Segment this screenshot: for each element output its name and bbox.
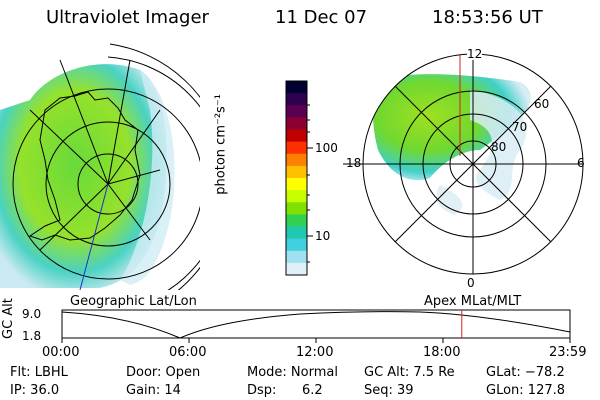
coastline bbox=[28, 91, 141, 241]
glat-readout: GLat: −78.2 bbox=[486, 365, 565, 380]
app-title: Ultraviolet Imager bbox=[46, 7, 209, 28]
colorbar-segment bbox=[286, 262, 307, 276]
colorbar-segment bbox=[286, 226, 307, 240]
colorbar-segment bbox=[286, 190, 307, 203]
colorbar-tick-label: 10 bbox=[315, 229, 331, 243]
mlt-label-6: 6 bbox=[577, 156, 585, 170]
colorbar-segment bbox=[286, 178, 307, 191]
left-glow-halo bbox=[120, 70, 175, 285]
colorbar bbox=[286, 81, 307, 276]
apex-caption: Apex MLat/MLT bbox=[424, 294, 522, 309]
colorbar-tick-label: 100 bbox=[315, 141, 338, 155]
gc-alt-readout: GC Alt: 7.5 Re bbox=[364, 365, 455, 380]
colorbar-segment bbox=[286, 105, 307, 118]
geographic-caption: Geographic Lat/Lon bbox=[70, 294, 197, 309]
mlat-label-70: 70 bbox=[512, 120, 528, 134]
geographic-map bbox=[0, 43, 200, 290]
colorbar-segment bbox=[286, 129, 307, 143]
geo-lat-arc bbox=[107, 56, 200, 290]
mlat-label-80: 80 bbox=[491, 140, 507, 154]
door-readout: Door: Open bbox=[126, 365, 201, 380]
colorbar-segment bbox=[286, 153, 307, 167]
geo-meridian bbox=[107, 169, 161, 185]
ip-readout: IP: 36.0 bbox=[10, 383, 60, 398]
timeline-ytick: 9.0 bbox=[22, 307, 42, 321]
mode-readout: Mode: Normal bbox=[247, 365, 338, 380]
colorbar-segment bbox=[286, 214, 307, 227]
geo-meridian bbox=[59, 59, 109, 185]
gain-readout: Gain: 14 bbox=[126, 383, 181, 398]
timeline-ytick: 1.8 bbox=[22, 329, 42, 343]
colorbar-segment bbox=[286, 250, 307, 264]
colorbar-segment bbox=[286, 93, 307, 106]
geo-meridian bbox=[107, 183, 151, 241]
orbit-timeline bbox=[61, 309, 571, 343]
colorbar-frame bbox=[285, 80, 308, 276]
timeline-xtick: 12:00 bbox=[296, 345, 334, 360]
dsp-label: Dsp: bbox=[247, 383, 277, 398]
colorbar-segment bbox=[286, 238, 307, 252]
timeline-xtick: 18:00 bbox=[423, 345, 461, 360]
timeline-xtick: 06:00 bbox=[169, 345, 207, 360]
geo-lat-circle bbox=[45, 121, 171, 247]
mlt-line-diagonal bbox=[394, 85, 552, 243]
geo-meridian bbox=[39, 183, 109, 251]
timeline-xtick: 23:59 bbox=[549, 345, 587, 360]
filter-readout: Flt: LBHL bbox=[10, 365, 68, 380]
right-aurora-halo bbox=[470, 90, 527, 200]
colorbar-unit-label: photon cm⁻²s⁻¹ bbox=[213, 94, 229, 195]
mlt-label-18: 18 bbox=[346, 156, 362, 170]
dsp-value: 6.2 bbox=[302, 383, 323, 398]
date-label: 11 Dec 07 bbox=[275, 7, 368, 28]
mlt-label-0: 0 bbox=[467, 276, 475, 290]
geo-meridian bbox=[29, 109, 109, 185]
colorbar-segment bbox=[286, 165, 307, 179]
glon-readout: GLon: 127.8 bbox=[486, 383, 566, 398]
colorbar-segment bbox=[286, 81, 307, 94]
geo-meridian bbox=[107, 109, 161, 185]
time-label: 18:53:56 UT bbox=[432, 7, 543, 28]
colorbar-segment bbox=[286, 202, 307, 215]
mlt-label-12: 12 bbox=[467, 47, 483, 61]
colorbar-segment bbox=[286, 141, 307, 155]
timeline-xtick: 00:00 bbox=[42, 345, 80, 360]
geo-lat-circle bbox=[77, 153, 139, 215]
timeline-axis-label: GC Alt bbox=[1, 298, 16, 339]
geo-lat-circle bbox=[12, 88, 200, 280]
geo-meridian bbox=[107, 59, 131, 185]
altitude-curve bbox=[61, 311, 571, 339]
geo-lat-arc bbox=[109, 43, 200, 290]
geo-meridian-highlight bbox=[79, 183, 109, 290]
colorbar-segment bbox=[286, 117, 307, 130]
seq-readout: Seq: 39 bbox=[364, 383, 414, 398]
apex-polar-plot bbox=[343, 53, 584, 275]
mlat-label-60: 60 bbox=[534, 97, 550, 111]
